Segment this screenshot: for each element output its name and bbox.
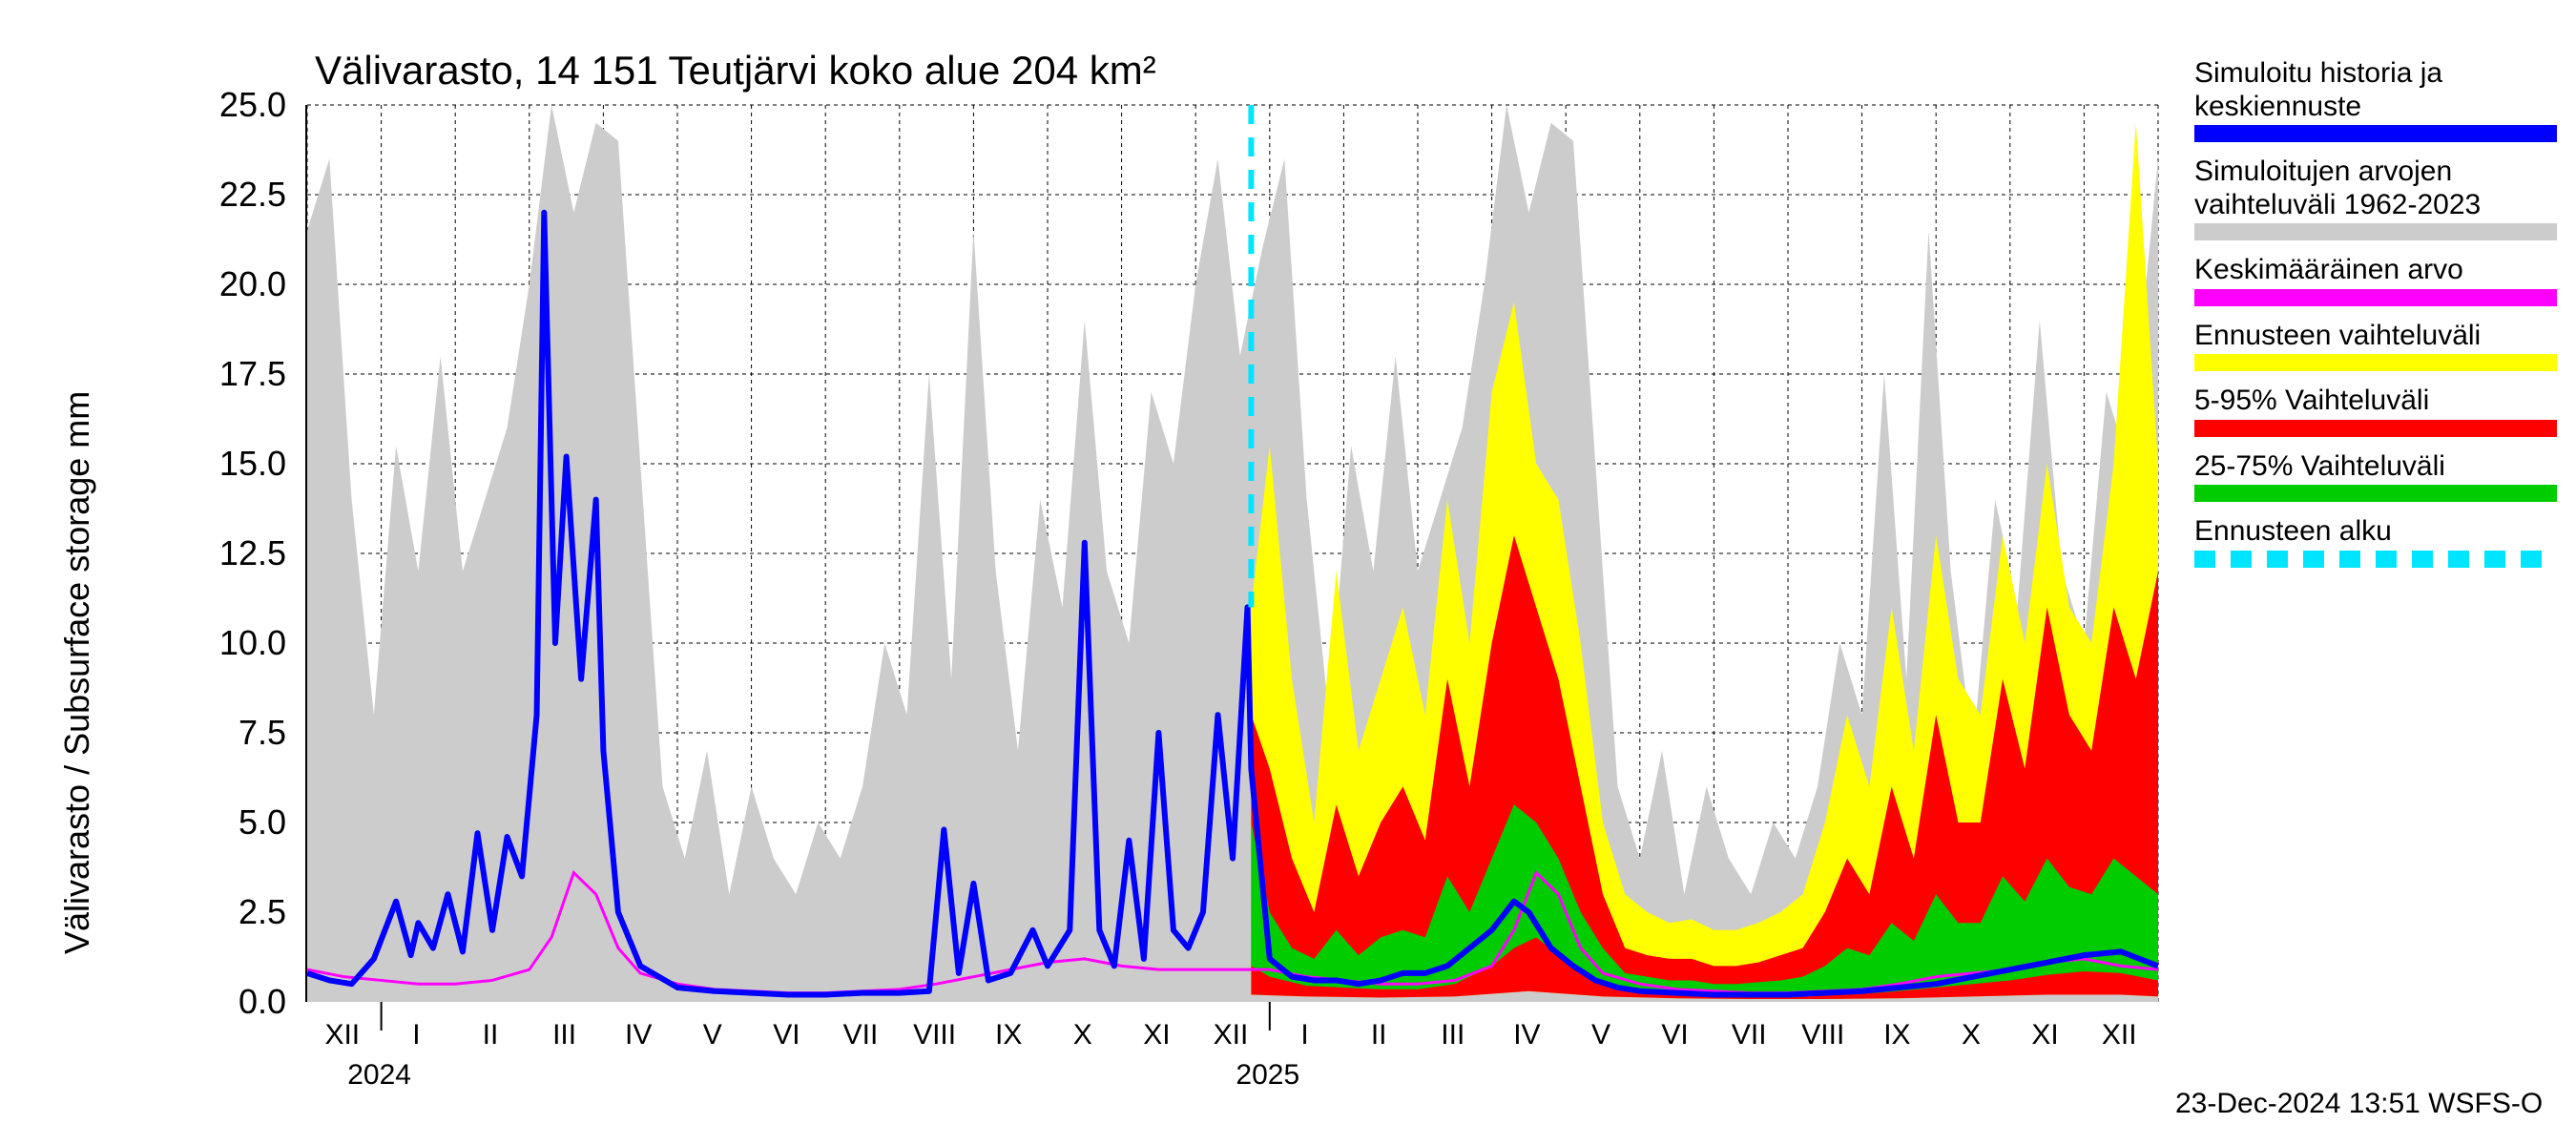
x-month-label: I [412,1019,420,1051]
x-month-label: IV [625,1019,652,1051]
y-tick-label: 25.0 [200,85,286,125]
legend-entry: Ennusteen vaihteluväli [2194,320,2557,372]
legend-swatch [2194,223,2557,240]
x-month-label: VI [1661,1019,1688,1051]
legend-label: Simuloitu historia jakeskiennuste [2194,57,2557,123]
x-year-label: 2024 [347,1059,411,1092]
x-month-label: III [552,1019,576,1051]
x-month-label: V [1591,1019,1610,1051]
x-month-label: IX [995,1019,1022,1051]
y-tick-label: 17.5 [200,354,286,394]
y-tick-label: 2.5 [200,892,286,932]
legend: Simuloitu historia jakeskiennuste Simuloi… [2194,57,2557,581]
timestamp-label: 23-Dec-2024 13:51 WSFS-O [2175,1088,2543,1120]
legend-label: Keskimääräinen arvo [2194,254,2557,287]
legend-swatch [2194,289,2557,306]
legend-entry: 5-95% Vaihteluväli [2194,385,2557,437]
x-month-label: IV [1513,1019,1540,1051]
x-year-label: 2025 [1236,1059,1299,1092]
y-tick-label: 7.5 [200,713,286,753]
legend-entry: Simuloitujen arvojenvaihteluväli 1962-20… [2194,156,2557,240]
y-tick-label: 12.5 [200,533,286,573]
legend-entry: Ennusteen alku [2194,515,2557,568]
legend-entry: 25-75% Vaihteluväli [2194,450,2557,503]
legend-swatch [2194,551,2557,568]
x-month-label: XI [2031,1019,2058,1051]
x-month-label: XII [1214,1019,1249,1051]
x-month-label: II [1371,1019,1387,1051]
x-month-label: I [1300,1019,1308,1051]
y-tick-label: 22.5 [200,175,286,215]
figure: Välivarasto, 14 151 Teutjärvi koko alue … [0,0,2576,1145]
legend-swatch [2194,125,2557,142]
x-month-label: II [483,1019,499,1051]
legend-label: Ennusteen alku [2194,515,2557,549]
y-tick-label: 20.0 [200,264,286,304]
x-month-label: XII [2102,1019,2137,1051]
legend-label: Ennusteen vaihteluväli [2194,320,2557,353]
x-month-label: VIII [1801,1019,1844,1051]
legend-label: 5-95% Vaihteluväli [2194,385,2557,418]
legend-swatch [2194,485,2557,502]
y-tick-label: 15.0 [200,444,286,484]
legend-entry: Simuloitu historia jakeskiennuste [2194,57,2557,142]
y-tick-label: 10.0 [200,623,286,663]
legend-swatch [2194,354,2557,371]
legend-label: 25-75% Vaihteluväli [2194,450,2557,484]
x-month-label: III [1441,1019,1465,1051]
x-month-label: VII [1732,1019,1767,1051]
legend-entry: Keskimääräinen arvo [2194,254,2557,306]
y-axis-title: Välivarasto / Subsurface storage mm [57,391,97,954]
plot-area [305,105,2156,1002]
y-tick-label: 0.0 [200,982,286,1022]
x-month-label: XI [1143,1019,1170,1051]
legend-swatch [2194,420,2557,437]
x-month-label: VI [773,1019,800,1051]
plot-svg [307,105,2158,1002]
x-month-label: VII [843,1019,879,1051]
x-month-label: V [703,1019,722,1051]
x-month-label: VIII [913,1019,956,1051]
x-month-label: X [1962,1019,1981,1051]
x-month-label: XII [324,1019,360,1051]
x-month-label: X [1073,1019,1092,1051]
legend-label: Simuloitujen arvojenvaihteluväli 1962-20… [2194,156,2557,221]
x-month-label: IX [1883,1019,1910,1051]
y-tick-label: 5.0 [200,802,286,843]
chart-title: Välivarasto, 14 151 Teutjärvi koko alue … [315,48,1156,94]
